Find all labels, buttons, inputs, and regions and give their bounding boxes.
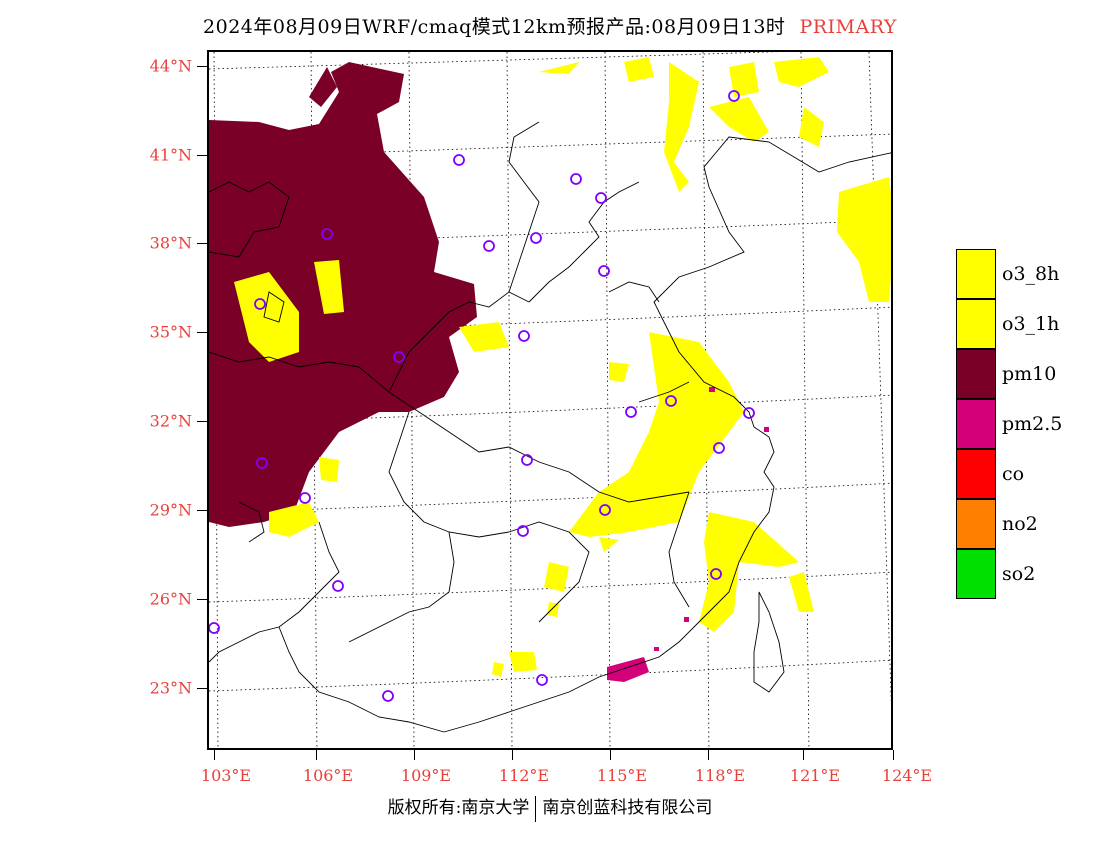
lon-label-109: 109°E — [400, 766, 452, 785]
lat-label-23: 23°N — [149, 678, 192, 698]
legend-label: so2 — [1002, 563, 1036, 585]
lon-label-121: 121°E — [789, 766, 841, 785]
lon-tick — [512, 750, 513, 760]
boundary-lines — [209, 121, 891, 733]
copyright-footer: 版权所有:南京大学 南京创蓝科技有限公司 — [0, 793, 1100, 822]
lon-tick — [803, 750, 804, 760]
lon-tick — [214, 750, 215, 760]
lon-label-112: 112°E — [498, 766, 550, 785]
legend-swatch — [956, 249, 996, 299]
lat-label-38: 38°N — [149, 233, 192, 253]
lat-tick — [197, 155, 207, 156]
footer-separator — [535, 795, 537, 822]
lon-label-124: 124°E — [881, 766, 933, 785]
lon-tick — [610, 750, 611, 760]
station-markers — [209, 90, 755, 702]
pm25-dots — [654, 387, 769, 651]
lat-tick — [197, 599, 207, 600]
lon-label-118: 118°E — [694, 766, 746, 785]
legend-label: pm2.5 — [1002, 413, 1063, 435]
lon-tick — [893, 750, 894, 760]
pm10-region — [209, 62, 477, 527]
legend-label: co — [1002, 463, 1025, 485]
lon-tick — [708, 750, 709, 760]
legend-swatch — [956, 349, 996, 399]
lat-label-41: 41°N — [149, 145, 192, 165]
copyright-left: 版权所有:南京大学 — [387, 798, 530, 818]
lat-tick — [197, 332, 207, 333]
lon-label-106: 106°E — [302, 766, 354, 785]
lon-label-103: 103°E — [200, 766, 252, 785]
map-panel[interactable] — [207, 50, 893, 750]
lat-tick — [197, 510, 207, 511]
legend-swatch — [956, 499, 996, 549]
lat-tick — [197, 243, 207, 244]
pm10-region-north — [309, 67, 337, 107]
lat-label-29: 29°N — [149, 500, 192, 520]
legend-swatch — [956, 299, 996, 349]
o3-regions — [234, 57, 891, 677]
lon-tick — [316, 750, 317, 760]
title-text: 2024年08月09日WRF/cmaq模式12km预报产品:08月09日13时 — [203, 16, 786, 38]
legend-label: no2 — [1002, 513, 1038, 535]
legend-label: o3_8h — [1002, 263, 1060, 285]
map-canvas — [209, 52, 891, 748]
lat-label-32: 32°N — [149, 411, 192, 431]
lat-label-26: 26°N — [149, 589, 192, 609]
lat-tick — [197, 421, 207, 422]
lon-label-115: 115°E — [596, 766, 648, 785]
primary-tag: PRIMARY — [799, 16, 897, 38]
pm25-region — [607, 657, 649, 682]
map-title: 2024年08月09日WRF/cmaq模式12km预报产品:08月09日13时 P… — [0, 12, 1100, 39]
lat-label-44: 44°N — [149, 56, 192, 76]
legend-label: pm10 — [1002, 363, 1057, 385]
legend-label: o3_1h — [1002, 313, 1060, 335]
copyright-right: 南京创蓝科技有限公司 — [542, 798, 713, 818]
legend-swatch — [956, 449, 996, 499]
legend-swatch — [956, 549, 996, 599]
lon-tick — [414, 750, 415, 760]
lat-label-35: 35°N — [149, 322, 192, 342]
lat-tick — [197, 688, 207, 689]
legend-swatch — [956, 399, 996, 449]
lat-tick — [197, 66, 207, 67]
